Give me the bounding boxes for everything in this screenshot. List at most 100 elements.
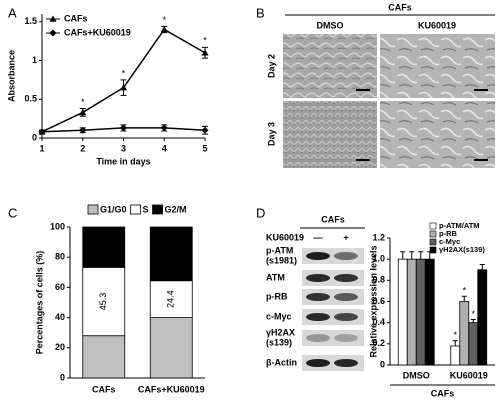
legend-marker: [49, 29, 57, 37]
x-tick-label: CAFs+KU60019: [138, 384, 205, 394]
y-tick-label: 0.5: [24, 94, 37, 104]
legend-swatch: [152, 204, 163, 215]
condition-label: +: [343, 232, 348, 242]
x-axis-label: Time in days: [96, 156, 150, 166]
legend-label: CAFs: [64, 13, 88, 23]
blot-row-label: p-RB: [266, 291, 288, 301]
blot-band: [334, 274, 358, 282]
y-tick-label: 1.0: [372, 254, 385, 264]
blot-row-label: (s139): [266, 337, 292, 347]
blot-strip: [302, 330, 364, 346]
y-tick-label: 1.5: [24, 16, 37, 26]
blot-row-label: β-Actin: [266, 357, 297, 367]
value-label: 24.4: [166, 290, 176, 308]
blot-band: [306, 293, 330, 301]
legend-label: p-ATM/ATM: [439, 221, 480, 230]
legend-swatch: [87, 204, 99, 215]
y-tick-label: 1.2: [372, 232, 385, 242]
column-label: DMSO: [317, 20, 344, 30]
value-label: 45.3: [98, 293, 108, 311]
bar-segment: [82, 266, 126, 337]
treatment-label: KU60019: [266, 232, 304, 242]
blot: p-ATM(s1981) ATM p-RB c-Myc γH2AX(s139) β-Act…: [266, 245, 364, 371]
y-tick-label: 0.8: [372, 275, 385, 285]
blot-strip: [302, 355, 364, 371]
x-tick-label: KU60019: [450, 370, 488, 380]
blot-row-label: c-Myc: [266, 311, 292, 321]
x-tick-label: 3: [121, 143, 126, 153]
bar: [415, 258, 426, 366]
y-tick-label: 0.4: [372, 317, 385, 327]
y-tick-label: 40: [55, 312, 65, 322]
blot-band: [334, 252, 358, 260]
bar: [477, 269, 488, 366]
micrograph-image: [380, 34, 495, 98]
data-point: [79, 108, 87, 116]
error-bar: [461, 295, 467, 302]
blot-row-label: (s1981): [266, 255, 297, 265]
legend-label: G1/G0: [100, 204, 127, 214]
x-tick-label: CAFs: [92, 384, 116, 394]
y-tick-label: 0: [32, 132, 37, 142]
blot-band: [306, 334, 330, 342]
blot-band: [334, 334, 358, 342]
panel-letter: C: [8, 205, 17, 220]
condition-label: —: [314, 232, 323, 242]
legend-swatch: [429, 246, 437, 254]
y-tick-label: 0: [380, 359, 385, 369]
bar: [406, 258, 417, 366]
significance-marker: *: [453, 330, 457, 340]
y-tick-label: 20: [55, 342, 65, 352]
y-tick-label: 0: [60, 372, 65, 382]
legend-marker: [49, 15, 57, 22]
x-tick-label: 2: [80, 143, 85, 153]
blot-row-label: ATM: [266, 272, 285, 282]
blot-band: [334, 313, 358, 321]
bar: [424, 258, 435, 366]
x-tick-label: 4: [162, 143, 167, 153]
legend-swatch: [130, 204, 141, 215]
blot-row-label: p-ATM: [266, 245, 293, 255]
blot-band: [306, 274, 330, 282]
legend-swatch: [429, 222, 437, 230]
bar-segment: [149, 317, 193, 379]
blot-band: [334, 359, 358, 367]
x-tick-label: 5: [202, 143, 207, 153]
y-tick-label: 0.6: [372, 296, 385, 306]
blot-strip: [302, 270, 364, 286]
data-point: [201, 126, 209, 134]
micrograph-header: CAFs: [388, 2, 412, 12]
significance-marker: *: [162, 15, 166, 25]
bar: [450, 345, 461, 366]
y-tick-label: 60: [55, 282, 65, 292]
panel-letter: A: [8, 5, 17, 20]
y-tick-label: 100: [50, 221, 65, 231]
legend-label: p-RB: [439, 229, 457, 238]
x-tick-label: DMSO: [403, 370, 430, 380]
legend-label: S: [143, 204, 149, 214]
bar: [468, 322, 479, 366]
blot-band: [306, 359, 330, 367]
error-bar: [409, 251, 415, 260]
bar: [459, 301, 470, 366]
y-tick-label: 0.2: [372, 338, 385, 348]
bar-segment: [82, 226, 126, 268]
data-point: [120, 84, 127, 91]
legend-label: G2/M: [165, 204, 187, 214]
error-bar: [452, 340, 458, 346]
micrograph-image: [283, 101, 377, 168]
row-label: Day 3: [266, 122, 276, 146]
row-label: Day 2: [266, 54, 276, 78]
significance-marker: *: [462, 286, 466, 296]
blot-strip: [302, 289, 364, 305]
blot-band: [306, 252, 330, 260]
x-axis-label: CAFs: [431, 388, 455, 398]
y-axis-label: Absorbance: [6, 50, 16, 102]
bar-segment: [82, 335, 126, 379]
column-label: KU60019: [418, 20, 456, 30]
significance-marker: *: [203, 36, 207, 46]
y-tick-label: 1: [32, 55, 37, 65]
data-point: [201, 49, 209, 56]
blot-strip: [302, 248, 364, 264]
blot-band: [334, 293, 358, 301]
